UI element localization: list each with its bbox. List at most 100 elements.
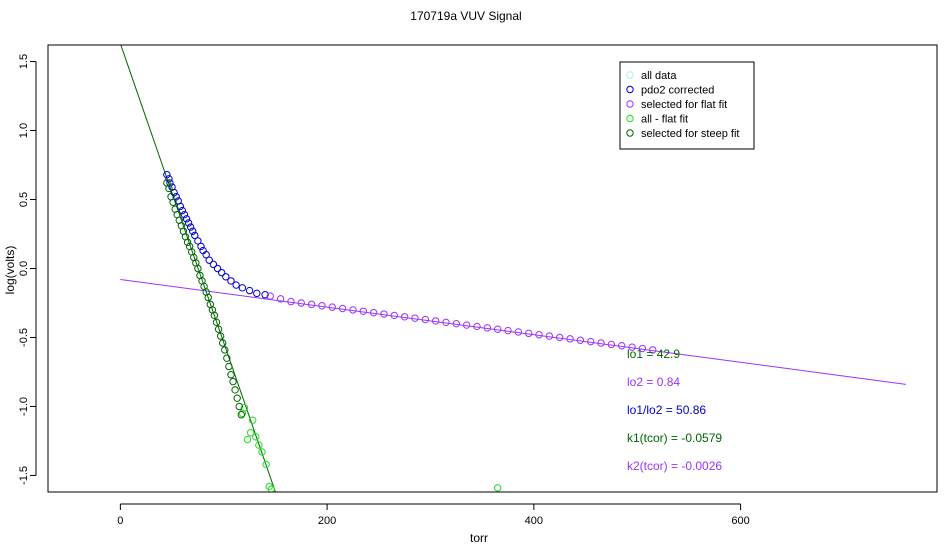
point-selected-for-flat-fit — [535, 331, 543, 339]
point-pdo2-corrected — [184, 219, 193, 227]
fit-annotations: lo1 = 42.9 lo2 = 0.84 lo1/lo2 = 50.86 k1(tc… — [627, 347, 722, 473]
point-selected-for-steep-fit — [216, 332, 225, 340]
point-selected-for-flat-fit — [504, 326, 512, 335]
point-selected-for-flat-fit — [421, 315, 430, 324]
steep-fit-line — [120, 45, 276, 492]
point-selected-for-flat-fit — [287, 297, 295, 306]
point-selected-for-steep-fit — [183, 238, 192, 246]
x-tick-label: 400 — [525, 515, 543, 527]
legend-label: selected for steep fit — [641, 128, 739, 140]
point-pdo2-corrected — [227, 277, 235, 285]
point-selected-for-flat-fit — [442, 318, 450, 327]
point-selected-for-flat-fit — [328, 303, 336, 311]
point-all-flat-fit — [246, 428, 255, 437]
point-all-flat-fit — [243, 435, 252, 444]
point-selected-for-flat-fit — [473, 322, 481, 331]
point-selected-for-flat-fit — [483, 324, 492, 332]
legend-label: all - flat fit — [641, 114, 688, 126]
point-pdo2-corrected — [202, 251, 210, 259]
fit-annotation: lo1 = 42.9 — [627, 347, 680, 361]
point-selected-for-steep-fit — [214, 325, 223, 333]
point-selected-for-flat-fit — [545, 332, 554, 340]
point-selected-for-flat-fit — [307, 300, 316, 309]
point-selected-for-steep-fit — [235, 402, 243, 411]
y-tick-label: 0.5 — [18, 192, 30, 207]
point-pdo2-corrected — [180, 210, 189, 219]
point-pdo2-corrected — [166, 179, 174, 187]
point-all-flat-fit — [267, 485, 275, 492]
point-selected-for-steep-fit — [221, 346, 229, 354]
y-tick-label: -0.5 — [18, 328, 30, 347]
flat-fit-line — [120, 279, 907, 385]
point-pdo2-corrected — [261, 291, 269, 299]
y-tick-label: 0.0 — [18, 261, 30, 276]
point-selected-for-steep-fit — [212, 318, 221, 327]
point-all-flat-fit — [493, 484, 502, 492]
point-all-flat-fit — [252, 433, 260, 441]
point-selected-for-flat-fit — [649, 346, 657, 354]
point-selected-for-flat-fit — [514, 328, 523, 336]
point-selected-for-steep-fit — [218, 339, 227, 347]
point-selected-for-flat-fit — [638, 344, 647, 353]
point-selected-for-flat-fit — [493, 325, 502, 333]
point-selected-for-flat-fit — [349, 306, 357, 314]
point-selected-for-flat-fit — [555, 333, 564, 342]
point-selected-for-steep-fit — [223, 354, 231, 362]
point-selected-for-steep-fit — [231, 386, 239, 394]
point-all-flat-fit — [255, 441, 263, 449]
y-axis-label: log(volts) — [3, 246, 17, 295]
fit-annotation: lo1/lo2 = 50.86 — [627, 403, 706, 417]
plot-frame — [47, 44, 938, 493]
point-pdo2-corrected — [222, 273, 230, 281]
point-pdo2-corrected — [197, 242, 205, 251]
point-selected-for-steep-fit — [204, 293, 212, 302]
point-selected-for-flat-fit — [431, 317, 440, 325]
point-pdo2-corrected — [165, 175, 173, 183]
data-points — [163, 170, 657, 492]
point-pdo2-corrected — [186, 223, 195, 231]
point-selected-for-flat-fit — [318, 302, 326, 310]
point-selected-for-steep-fit — [227, 371, 235, 379]
legend-box — [619, 61, 755, 150]
point-pdo2-corrected — [232, 281, 240, 289]
point-selected-for-flat-fit — [297, 299, 305, 307]
point-selected-for-flat-fit — [587, 337, 595, 346]
x-tick-label: 0 — [117, 515, 123, 527]
point-selected-for-steep-fit — [165, 184, 173, 193]
point-selected-for-flat-fit — [359, 307, 367, 315]
point-pdo2-corrected — [178, 206, 187, 215]
point-pdo2-corrected — [238, 284, 247, 292]
point-selected-for-flat-fit — [266, 292, 274, 300]
x-tick-label: 200 — [318, 515, 336, 527]
point-pdo2-corrected — [163, 170, 171, 179]
point-selected-for-flat-fit — [390, 311, 398, 320]
point-selected-for-flat-fit — [618, 342, 626, 350]
legend-marker — [626, 85, 634, 94]
point-selected-for-steep-fit — [237, 411, 246, 419]
point-pdo2-corrected — [205, 256, 213, 264]
y-tick-label: 1.0 — [18, 123, 30, 138]
point-selected-for-flat-fit — [607, 340, 616, 349]
point-selected-for-steep-fit — [210, 311, 219, 320]
point-selected-for-flat-fit — [338, 304, 347, 313]
x-tick-label: 600 — [731, 515, 749, 527]
x-axis-label: torr — [470, 531, 488, 545]
point-all-flat-fit — [258, 448, 266, 456]
fit-annotation: k1(tcor) = -0.0579 — [627, 431, 722, 445]
point-pdo2-corrected — [217, 268, 226, 277]
y-axis: 1.5 1.0 0.5 0.0 -0.5 -1.0 -1.5 — [18, 54, 37, 485]
point-selected-for-flat-fit — [369, 308, 378, 317]
y-tick-label: -1.0 — [18, 397, 30, 416]
point-selected-for-steep-fit — [229, 377, 237, 386]
point-selected-for-steep-fit — [225, 362, 233, 371]
point-pdo2-corrected — [245, 286, 254, 295]
point-pdo2-corrected — [191, 231, 199, 240]
fit-annotation: k2(tcor) = -0.0026 — [627, 459, 722, 473]
x-axis: 0 200 400 600 — [117, 503, 750, 527]
point-selected-for-flat-fit — [566, 335, 574, 343]
point-pdo2-corrected — [253, 289, 261, 298]
point-pdo2-corrected — [189, 227, 197, 235]
point-all-flat-fit — [248, 416, 257, 424]
fit-annotation: lo2 = 0.84 — [627, 375, 680, 389]
